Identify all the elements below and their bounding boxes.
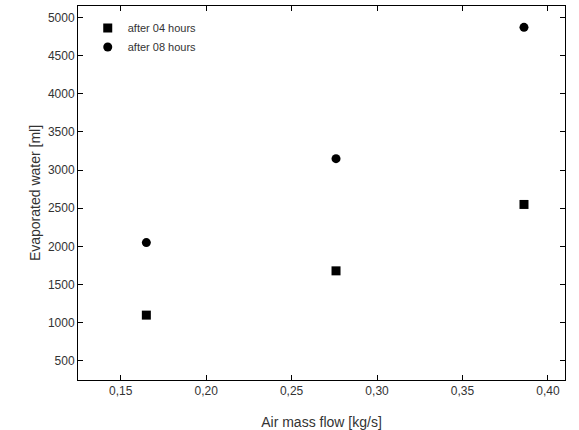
svg-text:4500: 4500	[48, 49, 75, 63]
svg-text:1000: 1000	[48, 316, 75, 330]
svg-text:2000: 2000	[48, 240, 75, 254]
svg-text:after 08 hours: after 08 hours	[128, 41, 196, 53]
svg-text:3000: 3000	[48, 163, 75, 177]
svg-text:4000: 4000	[48, 87, 75, 101]
svg-text:0,35: 0,35	[451, 384, 475, 398]
svg-text:1500: 1500	[48, 278, 75, 292]
svg-text:3500: 3500	[48, 125, 75, 139]
svg-text:0,40: 0,40	[536, 384, 560, 398]
svg-text:0,25: 0,25	[280, 384, 304, 398]
svg-text:Evaporated water [ml]: Evaporated water [ml]	[27, 125, 43, 261]
svg-text:0,20: 0,20	[194, 384, 218, 398]
svg-text:0,30: 0,30	[365, 384, 389, 398]
svg-text:after 04 hours: after 04 hours	[128, 22, 196, 34]
svg-text:Air mass flow [kg/s]: Air mass flow [kg/s]	[261, 414, 382, 430]
svg-text:5000: 5000	[48, 11, 75, 25]
svg-text:0,15: 0,15	[109, 384, 133, 398]
svg-text:2500: 2500	[48, 201, 75, 215]
svg-text:500: 500	[55, 354, 75, 368]
